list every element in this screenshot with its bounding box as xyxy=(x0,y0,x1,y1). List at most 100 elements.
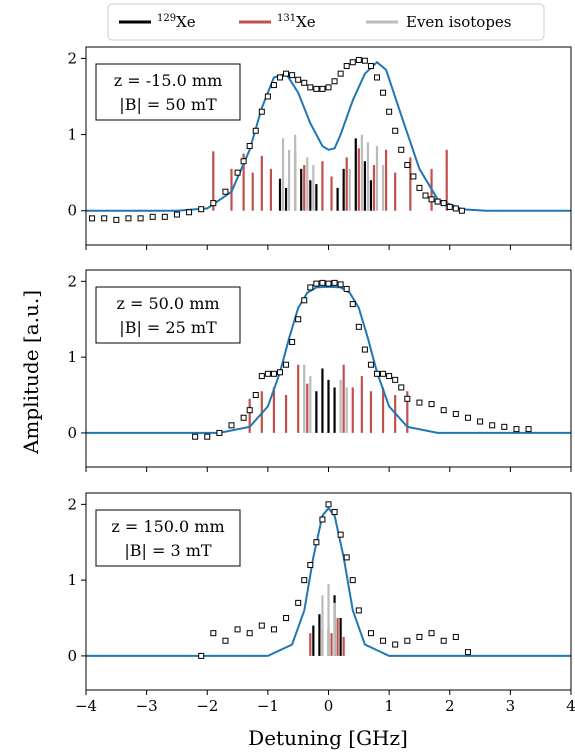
data-point xyxy=(319,85,326,92)
x-axis-title: Detuning [GHz] xyxy=(248,726,408,750)
data-point xyxy=(325,501,332,508)
x-tick-label: 3 xyxy=(506,697,516,715)
x-tick-label: −4 xyxy=(75,697,97,715)
data-point xyxy=(331,78,338,85)
data-point xyxy=(489,422,496,429)
data-point xyxy=(392,376,399,383)
data-point xyxy=(313,85,320,92)
data-point xyxy=(367,361,374,368)
data-point xyxy=(374,74,380,81)
data-point xyxy=(331,279,338,286)
data-point xyxy=(355,323,362,330)
data-point xyxy=(270,82,277,89)
data-point xyxy=(252,127,259,134)
data-point xyxy=(283,70,290,77)
data-point xyxy=(216,429,223,436)
data-point xyxy=(319,279,326,286)
y-tick-label: 1 xyxy=(67,348,77,366)
data-point xyxy=(404,162,411,169)
data-point xyxy=(264,93,271,100)
model-curve xyxy=(86,285,571,434)
data-point xyxy=(198,652,205,659)
data-point xyxy=(222,637,229,644)
data-point xyxy=(258,622,265,629)
data-point xyxy=(246,407,253,414)
legend-label-131xe: 131Xe xyxy=(277,13,316,31)
data-point xyxy=(301,297,308,304)
annotation-b: |B| = 3 mT xyxy=(124,541,212,560)
data-point xyxy=(452,410,459,417)
data-point xyxy=(416,633,423,640)
data-point xyxy=(264,370,271,377)
x-tick-label: 0 xyxy=(324,697,334,715)
data-point xyxy=(398,146,405,153)
data-point xyxy=(513,426,520,433)
data-point xyxy=(404,395,411,402)
legend-label-even: Even isotopes xyxy=(406,13,512,31)
data-point xyxy=(361,57,368,64)
panel-content-3 xyxy=(86,501,571,659)
data-point xyxy=(301,577,308,584)
data-point xyxy=(380,370,387,377)
data-point xyxy=(258,108,265,115)
data-point xyxy=(428,630,435,637)
data-point xyxy=(252,392,259,399)
data-point xyxy=(404,637,411,644)
data-point xyxy=(434,198,441,205)
data-point xyxy=(349,301,356,308)
legend-entry-even: Even isotopes xyxy=(366,13,512,31)
data-point xyxy=(313,539,320,546)
data-point xyxy=(464,649,471,656)
data-point xyxy=(355,56,362,63)
data-point xyxy=(428,196,435,203)
legend-label-129xe: 129Xe xyxy=(157,13,196,31)
data-point xyxy=(398,384,405,391)
data-point xyxy=(416,184,423,191)
data-point xyxy=(477,418,484,425)
annotation-box xyxy=(95,509,241,567)
panels: 0 1 2 z = -15.0 mm |B| = 50 mT 0 1 2 z = 50.0 mm… xyxy=(67,46,575,715)
data-point xyxy=(367,63,374,70)
data-point xyxy=(289,338,296,345)
data-point xyxy=(125,215,132,222)
data-point xyxy=(307,284,314,291)
data-point xyxy=(422,192,429,199)
data-point xyxy=(452,633,459,640)
data-point xyxy=(295,76,302,83)
data-point xyxy=(343,63,350,70)
data-point xyxy=(222,188,229,195)
data-point xyxy=(307,84,314,91)
legend-entry-129xe: 129Xe xyxy=(119,13,196,31)
data-point xyxy=(277,74,283,81)
annotation-b: |B| = 25 mT xyxy=(119,318,217,337)
x-tick-label: 2 xyxy=(445,697,455,715)
legend-frame xyxy=(107,3,545,41)
legend-entry-131xe: 131Xe xyxy=(239,13,316,31)
data-point xyxy=(270,626,277,633)
data-point xyxy=(374,370,380,377)
data-point xyxy=(319,516,326,523)
data-point xyxy=(392,641,399,648)
data-point xyxy=(234,626,241,633)
data-point xyxy=(525,426,532,433)
legend-sup-129xe: 129 xyxy=(157,13,176,24)
data-point xyxy=(416,399,423,406)
data-point xyxy=(337,281,344,288)
x-tick-label: 1 xyxy=(384,697,394,715)
legend-sup-131xe: 131 xyxy=(277,13,296,24)
y-tick-label: 0 xyxy=(67,647,77,665)
data-point xyxy=(301,79,308,86)
annotation-box xyxy=(95,286,241,344)
data-point xyxy=(186,209,193,216)
data-point xyxy=(210,630,217,637)
annotation-b: |B| = 50 mT xyxy=(119,95,217,114)
data-point xyxy=(173,211,180,218)
data-point xyxy=(440,200,447,207)
y-tick-label: 2 xyxy=(67,495,77,513)
data-point xyxy=(452,205,459,212)
model-curve xyxy=(86,506,571,657)
data-point xyxy=(307,561,314,568)
y-tick-label: 0 xyxy=(67,424,77,442)
data-point xyxy=(258,373,265,380)
